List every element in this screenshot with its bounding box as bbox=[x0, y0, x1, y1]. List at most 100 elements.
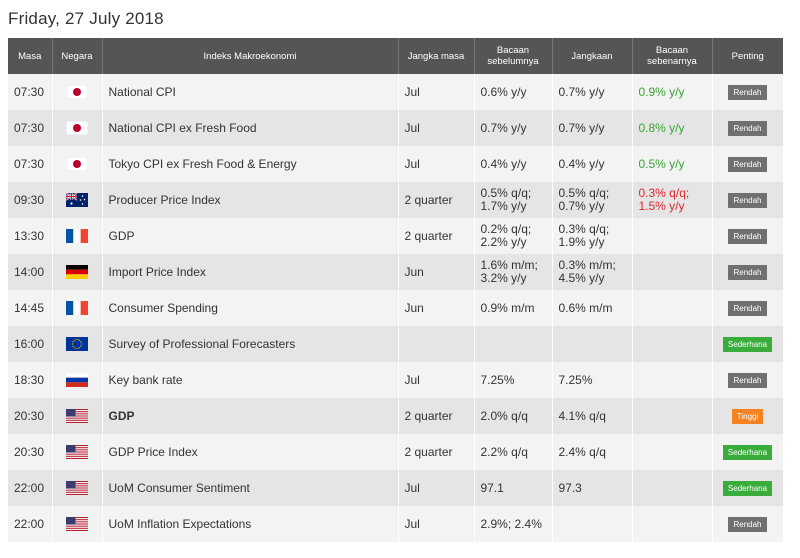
table-row[interactable]: 18:30 Key bank rate Jul 7.25% 7.25% Rendah bbox=[8, 362, 784, 398]
importance-badge: Rendah bbox=[728, 516, 767, 532]
usa-flag-icon bbox=[66, 481, 88, 495]
event-indicator: Consumer Spending bbox=[102, 290, 399, 326]
previous-value: 2.2% q/q bbox=[474, 434, 553, 470]
previous-value: 2.0% q/q bbox=[474, 398, 553, 434]
usa-flag-icon bbox=[66, 517, 88, 531]
france-flag-icon bbox=[66, 229, 88, 243]
australia-flag-icon bbox=[65, 192, 88, 207]
country-flag bbox=[52, 254, 103, 290]
table-row[interactable]: 22:00 UoM Consumer Sentiment Jul 97.1 97.3 Se… bbox=[8, 470, 784, 506]
event-period: Jul bbox=[398, 74, 475, 110]
header-country: Negara bbox=[52, 38, 103, 74]
event-period: Jul bbox=[398, 506, 475, 542]
event-indicator: National CPI bbox=[102, 74, 399, 110]
event-time: 22:00 bbox=[8, 506, 53, 542]
previous-value: 7.25% bbox=[474, 362, 553, 398]
table-row[interactable]: 07:30 National CPI ex Fresh Food Jul 0.7% y… bbox=[8, 110, 784, 146]
forecast-value: 0.5% q/q; 0.7% y/y bbox=[552, 182, 633, 218]
event-period: Jul bbox=[398, 470, 475, 506]
table-row[interactable]: 14:00 Import Price Index Jun 1.6% m/m; 3.2%… bbox=[8, 254, 784, 290]
importance-badge: Sederhana bbox=[722, 480, 773, 496]
table-row[interactable]: 07:30 National CPI Jul 0.6% y/y 0.7% y/y 0.9%… bbox=[8, 74, 784, 110]
importance-cell: Rendah bbox=[712, 146, 784, 182]
event-indicator: GDP bbox=[102, 398, 399, 434]
table-row[interactable]: 07:30 Tokyo CPI ex Fresh Food & Energy Jul… bbox=[8, 146, 784, 182]
event-indicator: GDP Price Index bbox=[102, 434, 399, 470]
forecast-value: 0.6% m/m bbox=[552, 290, 633, 326]
country-flag bbox=[52, 182, 103, 218]
importance-badge: Rendah bbox=[728, 300, 767, 316]
event-time: 07:30 bbox=[8, 74, 53, 110]
table-row[interactable]: 22:00 UoM Inflation Expectations Jul 2.9%; … bbox=[8, 506, 784, 542]
actual-value bbox=[632, 434, 713, 470]
importance-badge: Rendah bbox=[728, 228, 767, 244]
russia-flag-icon bbox=[65, 372, 89, 387]
actual-value bbox=[632, 326, 713, 362]
actual-value bbox=[632, 254, 713, 290]
importance-cell: Sederhana bbox=[712, 326, 784, 362]
japan-flag-icon bbox=[65, 120, 89, 136]
event-period: Jul bbox=[398, 146, 475, 182]
japan-flag-icon bbox=[65, 84, 89, 100]
event-period: Jul bbox=[398, 110, 475, 146]
importance-cell: Rendah bbox=[712, 290, 784, 326]
forecast-value: 0.4% y/y bbox=[552, 146, 633, 182]
header-period: Jangka masa bbox=[398, 38, 475, 74]
country-flag bbox=[52, 434, 103, 470]
importance-badge: Tinggi bbox=[731, 408, 764, 424]
actual-value bbox=[632, 362, 713, 398]
importance-badge: Sederhana bbox=[722, 444, 773, 460]
event-period bbox=[398, 326, 475, 362]
page-title: Friday, 27 July 2018 bbox=[8, 9, 164, 28]
event-period: Jun bbox=[398, 254, 475, 290]
forecast-value bbox=[552, 506, 633, 542]
header-indicator: Indeks Makroekonomi bbox=[102, 38, 399, 74]
event-indicator: Tokyo CPI ex Fresh Food & Energy bbox=[102, 146, 399, 182]
previous-value bbox=[474, 326, 553, 362]
table-row[interactable]: 16:00 Survey of Professional Forecasters S… bbox=[8, 326, 784, 362]
previous-value: 0.5% q/q; 1.7% y/y bbox=[474, 182, 553, 218]
eu-flag-icon bbox=[66, 337, 88, 351]
event-time: 14:00 bbox=[8, 254, 53, 290]
event-time: 18:30 bbox=[8, 362, 53, 398]
header-forecast: Jangkaan bbox=[552, 38, 633, 74]
importance-badge: Rendah bbox=[728, 264, 767, 280]
previous-value: 0.6% y/y bbox=[474, 74, 553, 110]
previous-value: 2.9%; 2.4% bbox=[474, 506, 553, 542]
previous-value: 0.4% y/y bbox=[474, 146, 553, 182]
importance-cell: Rendah bbox=[712, 182, 784, 218]
table-row[interactable]: 20:30 GDP 2 quarter 2.0% q/q 4.1% q/q Tinggi bbox=[8, 398, 784, 434]
event-indicator: National CPI ex Fresh Food bbox=[102, 110, 399, 146]
event-time: 16:00 bbox=[8, 326, 53, 362]
actual-value bbox=[632, 218, 713, 254]
event-period: Jul bbox=[398, 362, 475, 398]
actual-value bbox=[632, 398, 713, 434]
event-time: 20:30 bbox=[8, 434, 53, 470]
importance-cell: Sederhana bbox=[712, 470, 784, 506]
actual-value: 0.3% q/q; 1.5% y/y bbox=[632, 182, 713, 218]
france-flag-icon bbox=[66, 301, 88, 315]
table-row[interactable]: 09:30 Producer Price Index 2 quarter 0.5% q… bbox=[8, 182, 784, 218]
importance-cell: Rendah bbox=[712, 110, 784, 146]
table-row[interactable]: 20:30 GDP Price Index 2 quarter 2.2% q/q 2.4… bbox=[8, 434, 784, 470]
table-row[interactable]: 14:45 Consumer Spending Jun 0.9% m/m 0.6% m/… bbox=[8, 290, 784, 326]
event-time: 07:30 bbox=[8, 146, 53, 182]
event-period: 2 quarter bbox=[398, 218, 475, 254]
event-time: 22:00 bbox=[8, 470, 53, 506]
event-indicator: Producer Price Index bbox=[102, 182, 399, 218]
event-time: 14:45 bbox=[8, 290, 53, 326]
event-time: 20:30 bbox=[8, 398, 53, 434]
header-time: Masa bbox=[8, 38, 53, 74]
event-indicator: UoM Consumer Sentiment bbox=[102, 470, 399, 506]
previous-value: 0.7% y/y bbox=[474, 110, 553, 146]
country-flag bbox=[52, 326, 103, 362]
actual-value: 0.9% y/y bbox=[632, 74, 713, 110]
event-indicator: Key bank rate bbox=[102, 362, 399, 398]
forecast-value: 97.3 bbox=[552, 470, 633, 506]
economic-calendar-table: Masa Negara Indeks Makroekonomi Jangka m… bbox=[8, 38, 784, 542]
importance-badge: Rendah bbox=[728, 156, 767, 172]
table-row[interactable]: 13:30 GDP 2 quarter 0.2% q/q; 2.2% y/y 0.3% … bbox=[8, 218, 784, 254]
country-flag bbox=[52, 290, 103, 326]
forecast-value: 0.3% m/m; 4.5% y/y bbox=[552, 254, 633, 290]
forecast-value: 2.4% q/q bbox=[552, 434, 633, 470]
